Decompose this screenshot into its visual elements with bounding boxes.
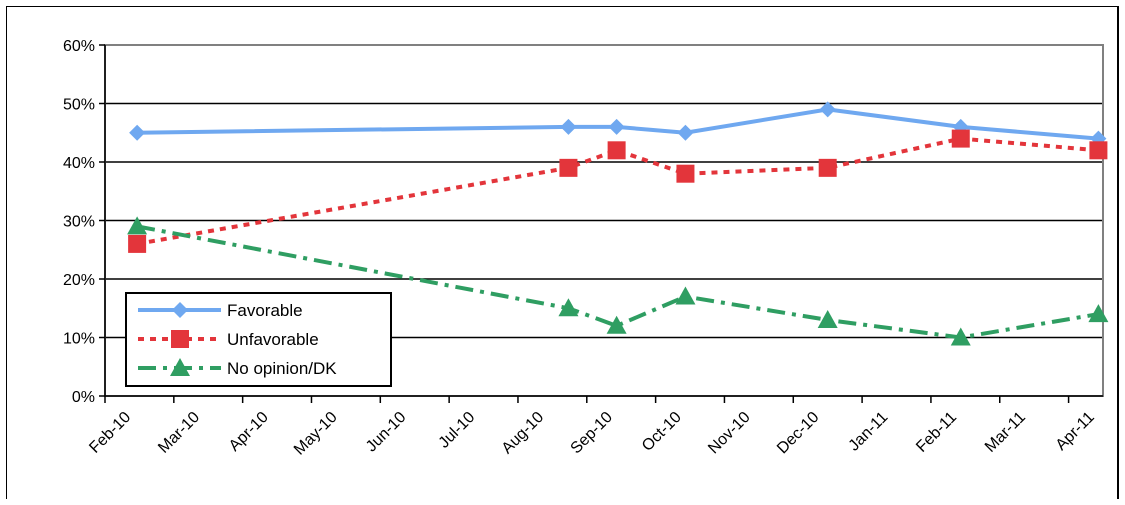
x-tick-label: May-10 (291, 409, 341, 459)
x-tick-label: Feb-11 (913, 409, 960, 456)
x-tick-label: Aug-10 (499, 409, 548, 458)
x-tick-label: Oct-10 (639, 409, 685, 455)
x-tick-label: Nov-10 (705, 409, 754, 458)
data-point (558, 298, 579, 317)
x-tick-label: Mar-10 (155, 409, 203, 457)
data-point (1089, 141, 1108, 160)
data-point (560, 118, 577, 135)
legend-label: Favorable (227, 301, 303, 320)
y-tick-label: 30% (63, 214, 95, 231)
data-point (676, 164, 695, 183)
series-no-opinion-dk (127, 216, 1109, 346)
x-tick-label: Dec-10 (774, 409, 823, 458)
data-point (606, 315, 627, 334)
y-tick-label: 50% (63, 97, 95, 114)
legend-marker (172, 302, 188, 318)
chart-frame (6, 6, 1119, 499)
data-point (559, 158, 578, 177)
y-tick-label: 0% (72, 389, 95, 406)
data-point (677, 124, 694, 141)
legend-label: Unfavorable (227, 330, 319, 349)
data-point (818, 158, 837, 177)
x-tick-label: Feb-10 (86, 409, 134, 457)
x-tick-label: Apr-11 (1053, 409, 1098, 454)
data-point (817, 309, 838, 328)
x-axis-tick-labels: Feb-10 Mar-10 Apr-10 May-10 Jun-10 Jul-10 Aug-… (86, 409, 1098, 459)
axes (99, 44, 1103, 403)
data-point (1088, 304, 1109, 323)
x-tick-label: Mar-11 (982, 409, 1029, 456)
data-point (607, 141, 626, 160)
data-point (129, 124, 146, 141)
y-tick-label: 10% (63, 331, 95, 348)
series-favorable (129, 101, 1107, 147)
y-tick-label: 60% (63, 38, 95, 55)
data-point (128, 234, 147, 253)
x-tick-label: Apr-10 (226, 409, 272, 455)
data-point (819, 101, 836, 118)
x-tick-label: Jun-10 (363, 409, 410, 456)
legend-marker (171, 330, 189, 348)
y-axis-tick-labels: 0% 10% 20% 30% 40% 50% 60% (63, 38, 95, 406)
data-point (675, 286, 696, 305)
series-unfavorable (128, 129, 1108, 253)
data-point (951, 129, 970, 148)
x-tick-label: Sep-10 (568, 409, 617, 458)
legend-marker (170, 358, 190, 376)
data-point (950, 327, 971, 346)
data-point (127, 216, 148, 235)
y-tick-label: 20% (63, 272, 95, 289)
legend-label: No opinion/DK (227, 359, 337, 378)
y-tick-label: 40% (63, 155, 95, 172)
x-tick-label: Jan-11 (846, 409, 892, 455)
x-tick-label: Jul-10 (436, 409, 479, 452)
data-point (608, 118, 625, 135)
legend: Favorable Unfavorable No opinion/DK (125, 292, 392, 387)
series-group (127, 101, 1109, 346)
